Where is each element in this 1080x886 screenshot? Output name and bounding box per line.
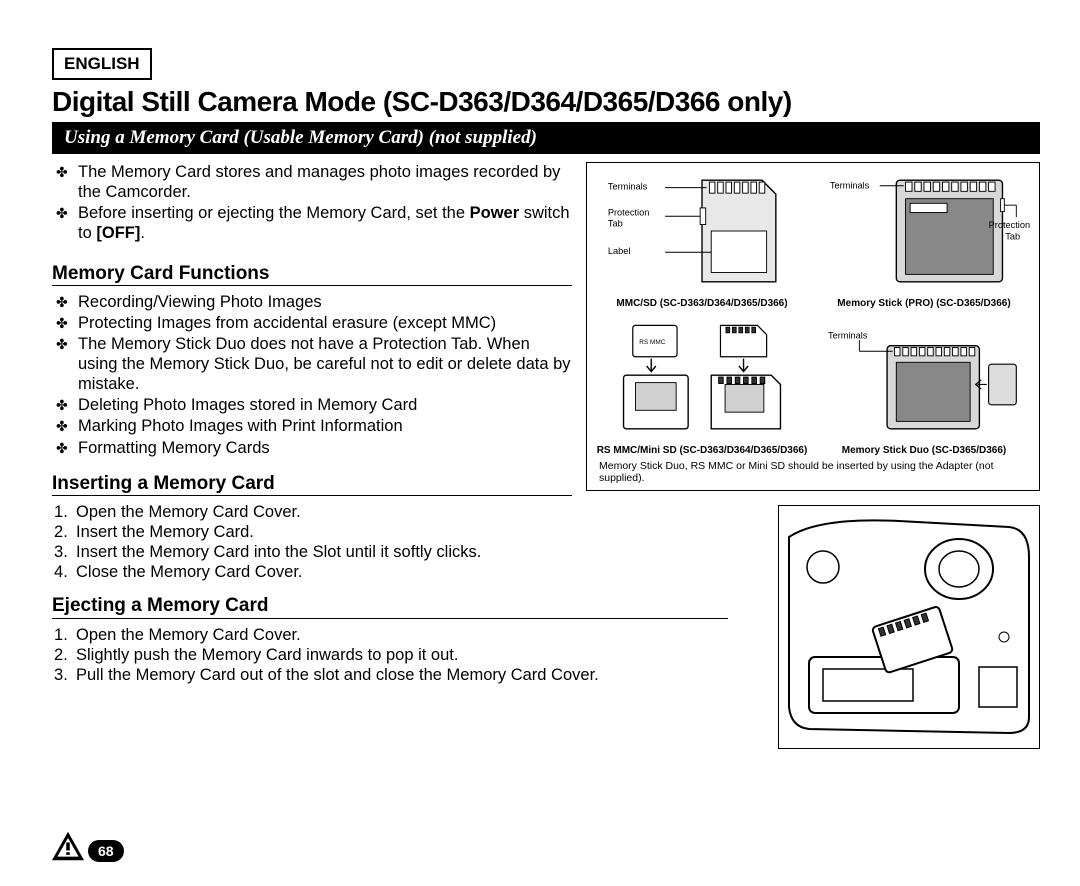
functions-bullet: The Memory Stick Duo does not have a Pro… bbox=[56, 334, 572, 394]
eject-step: Open the Memory Card Cover. bbox=[54, 625, 728, 645]
eject-heading: Ejecting a Memory Card bbox=[52, 595, 268, 616]
memorystick-duo-icon: Terminals bbox=[817, 318, 1031, 438]
eject-step: Pull the Memory Card out of the slot and… bbox=[54, 665, 728, 685]
mmc-sd-icon: Terminals Protection Tab Label bbox=[595, 171, 809, 291]
memorystick-pro-caption: Memory Stick (PRO) (SC-D365/D366) bbox=[817, 298, 1031, 310]
left-column: The Memory Card stores and manages photo… bbox=[52, 162, 572, 749]
diagram-memorystick-pro: Terminals Protection Tab Memory Stick (P… bbox=[817, 171, 1031, 310]
section-heading-bar: Using a Memory Card (Usable Memory Card)… bbox=[52, 122, 1040, 154]
page-title: Digital Still Camera Mode (SC-D363/D364/… bbox=[52, 86, 1040, 118]
insert-heading: Inserting a Memory Card bbox=[52, 473, 275, 494]
eject-step: Slightly push the Memory Card inwards to… bbox=[54, 645, 728, 665]
insert-step: Insert the Memory Card into the Slot unt… bbox=[54, 542, 572, 562]
terminals-label: Terminals bbox=[608, 181, 648, 191]
svg-text:Tab: Tab bbox=[608, 218, 623, 228]
svg-text:RS MMC: RS MMC bbox=[639, 338, 666, 345]
eject-steps: Open the Memory Card Cover. Slightly pus… bbox=[52, 625, 728, 685]
insert-step: Insert the Memory Card. bbox=[54, 522, 572, 542]
insert-steps: Open the Memory Card Cover. Insert the M… bbox=[52, 502, 572, 583]
svg-text:Terminals: Terminals bbox=[830, 181, 870, 191]
insert-step: Close the Memory Card Cover. bbox=[54, 562, 572, 582]
insert-step: Open the Memory Card Cover. bbox=[54, 502, 572, 522]
svg-text:Protection: Protection bbox=[989, 220, 1031, 230]
memorystick-duo-caption: Memory Stick Duo (SC-D365/D366) bbox=[817, 445, 1031, 457]
language-label: ENGLISH bbox=[52, 48, 152, 80]
intro-bullet: The Memory Card stores and manages photo… bbox=[56, 162, 572, 202]
intro-bullets: The Memory Card stores and manages photo… bbox=[52, 162, 572, 244]
functions-bullet: Marking Photo Images with Print Informat… bbox=[56, 416, 572, 436]
memory-card-diagram-box: Terminals Protection Tab Label MMC/SD (S… bbox=[586, 162, 1040, 491]
svg-text:Label: Label bbox=[608, 246, 631, 256]
functions-bullet: Formatting Memory Cards bbox=[56, 438, 572, 458]
rsmmc-minisd-icon: RS MMC bbox=[595, 318, 809, 438]
svg-text:Tab: Tab bbox=[1005, 231, 1020, 241]
svg-text:Protection: Protection bbox=[608, 207, 650, 217]
functions-bullet: Protecting Images from accidental erasur… bbox=[56, 313, 572, 333]
intro-bullet: Before inserting or ejecting the Memory … bbox=[56, 203, 572, 243]
camera-insert-diagram bbox=[778, 505, 1040, 749]
mmc-sd-caption: MMC/SD (SC-D363/D364/D365/D366) bbox=[595, 298, 809, 310]
page-footer: 68 bbox=[50, 830, 124, 862]
diagram-mmc-sd: Terminals Protection Tab Label MMC/SD (S… bbox=[595, 171, 809, 310]
svg-text:Terminals: Terminals bbox=[828, 330, 868, 340]
functions-bullet: Recording/Viewing Photo Images bbox=[56, 292, 572, 312]
diagram-rsmmc-minisd: RS MMC RS MMC/Mini SD (SC-D363/D364/ bbox=[595, 318, 809, 457]
page-number: 68 bbox=[88, 840, 124, 862]
functions-bullet: Deleting Photo Images stored in Memory C… bbox=[56, 395, 572, 415]
rsmmc-caption: RS MMC/Mini SD (SC-D363/D364/D365/D366) bbox=[595, 445, 809, 457]
memorystick-pro-icon: Terminals Protection Tab bbox=[817, 171, 1031, 291]
functions-heading: Memory Card Functions bbox=[52, 263, 269, 284]
warning-triangle-icon bbox=[50, 830, 86, 862]
diagram-note: Memory Stick Duo, RS MMC or Mini SD shou… bbox=[595, 460, 1031, 484]
diagram-memorystick-duo: Terminals Memory Stick Duo (SC-D365/D366… bbox=[817, 318, 1031, 457]
functions-bullets: Recording/Viewing Photo Images Protectin… bbox=[52, 292, 572, 458]
